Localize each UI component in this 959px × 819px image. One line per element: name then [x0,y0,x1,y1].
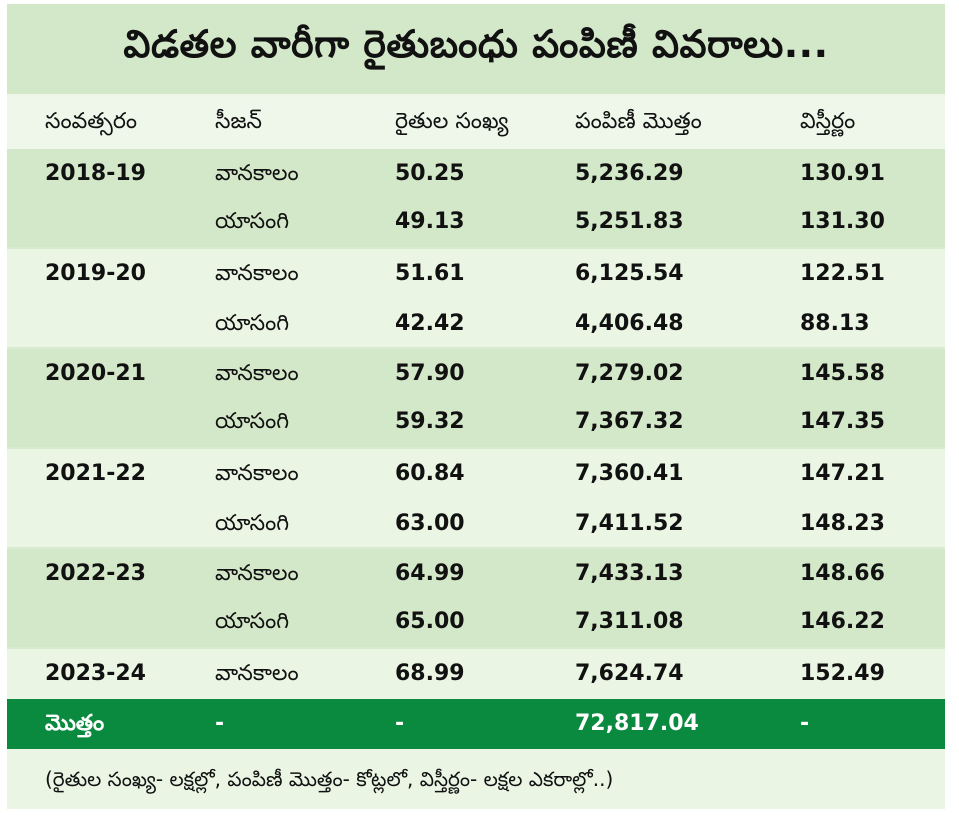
total-label: మొత్తం [45,711,105,736]
year-group-2022-23: 2022-23 వానకాలం 64.99 7,433.13 148.66 యా… [7,549,945,647]
amount-cell: 4,406.48 [575,311,684,336]
farmers-cell: 57.90 [395,361,465,386]
farmers-cell: 49.13 [395,209,465,234]
season-cell: యాసంగి [215,311,290,336]
farmers-cell: 59.32 [395,409,465,434]
amount-cell: 7,360.41 [575,461,684,486]
area-cell: 148.66 [800,561,885,586]
total-amount: 72,817.04 [575,711,699,736]
year-cell: 2023-24 [45,661,146,686]
farmers-cell: 51.61 [395,261,465,286]
amount-cell: 6,125.54 [575,261,684,286]
farmers-cell: 50.25 [395,161,465,186]
amount-cell: 7,624.74 [575,661,684,686]
table-title: విడతల వారీగా రైతుబంధు పంపిణీ వివరాలు... [7,4,945,94]
season-cell: యాసంగి [215,511,290,536]
area-cell: 145.58 [800,361,885,386]
header-year: సంవత్సరం [45,109,138,134]
area-cell: 147.35 [800,409,885,434]
amount-cell: 7,433.13 [575,561,684,586]
area-cell: 122.51 [800,261,885,286]
amount-cell: 7,367.32 [575,409,684,434]
header-area: విస్తీర్ణం [800,109,856,134]
farmers-cell: 65.00 [395,609,465,634]
year-cell: 2021-22 [45,461,146,486]
year-cell: 2018-19 [45,161,146,186]
amount-cell: 7,279.02 [575,361,684,386]
area-cell: 152.49 [800,661,885,686]
season-cell: యాసంగి [215,409,290,434]
farmers-cell: 60.84 [395,461,465,486]
header-amount: పంపిణీ మొత్తం [575,109,702,134]
header-season: సీజన్ [215,109,262,134]
total-area: - [800,711,810,736]
table-header: సంవత్సరం సీజన్ రైతుల సంఖ్య పంపిణీ మొత్తం… [7,94,945,149]
amount-cell: 7,411.52 [575,511,684,536]
amount-cell: 5,236.29 [575,161,684,186]
season-cell: యాసంగి [215,609,290,634]
season-cell: వానకాలం [215,361,299,386]
farmers-cell: 64.99 [395,561,465,586]
amount-cell: 5,251.83 [575,209,684,234]
area-cell: 130.91 [800,161,885,186]
year-group-2018-19: 2018-19 వానకాలం 50.25 5,236.29 130.91 యా… [7,149,945,247]
amount-cell: 7,311.08 [575,609,684,634]
year-group-2020-21: 2020-21 వానకాలం 57.90 7,279.02 145.58 యా… [7,349,945,447]
area-cell: 146.22 [800,609,885,634]
season-cell: వానకాలం [215,161,299,186]
farmers-cell: 42.42 [395,311,465,336]
year-group-2023-24: 2023-24 వానకాలం 68.99 7,624.74 152.49 [7,649,945,699]
table-card: విడతల వారీగా రైతుబంధు పంపిణీ వివరాలు... … [7,4,945,809]
year-group-2021-22: 2021-22 వానకాలం 60.84 7,360.41 147.21 యా… [7,449,945,547]
year-group-2019-20: 2019-20 వానకాలం 51.61 6,125.54 122.51 యా… [7,249,945,347]
season-cell: వానకాలం [215,261,299,286]
year-cell: 2022-23 [45,561,146,586]
units-note: (రైతుల సంఖ్య- లక్షల్లో, పంపిణీ మొత్తం- క… [7,749,945,809]
area-cell: 148.23 [800,511,885,536]
season-cell: యాసంగి [215,209,290,234]
area-cell: 131.30 [800,209,885,234]
area-cell: 147.21 [800,461,885,486]
season-cell: వానకాలం [215,661,299,686]
season-cell: వానకాలం [215,561,299,586]
total-farmers: - [395,711,405,736]
header-farmers: రైతుల సంఖ్య [395,109,509,134]
farmers-cell: 63.00 [395,511,465,536]
total-row: మొత్తం - - 72,817.04 - [7,699,945,749]
farmers-cell: 68.99 [395,661,465,686]
year-cell: 2020-21 [45,361,146,386]
year-cell: 2019-20 [45,261,146,286]
total-season: - [215,711,225,736]
season-cell: వానకాలం [215,461,299,486]
area-cell: 88.13 [800,311,870,336]
